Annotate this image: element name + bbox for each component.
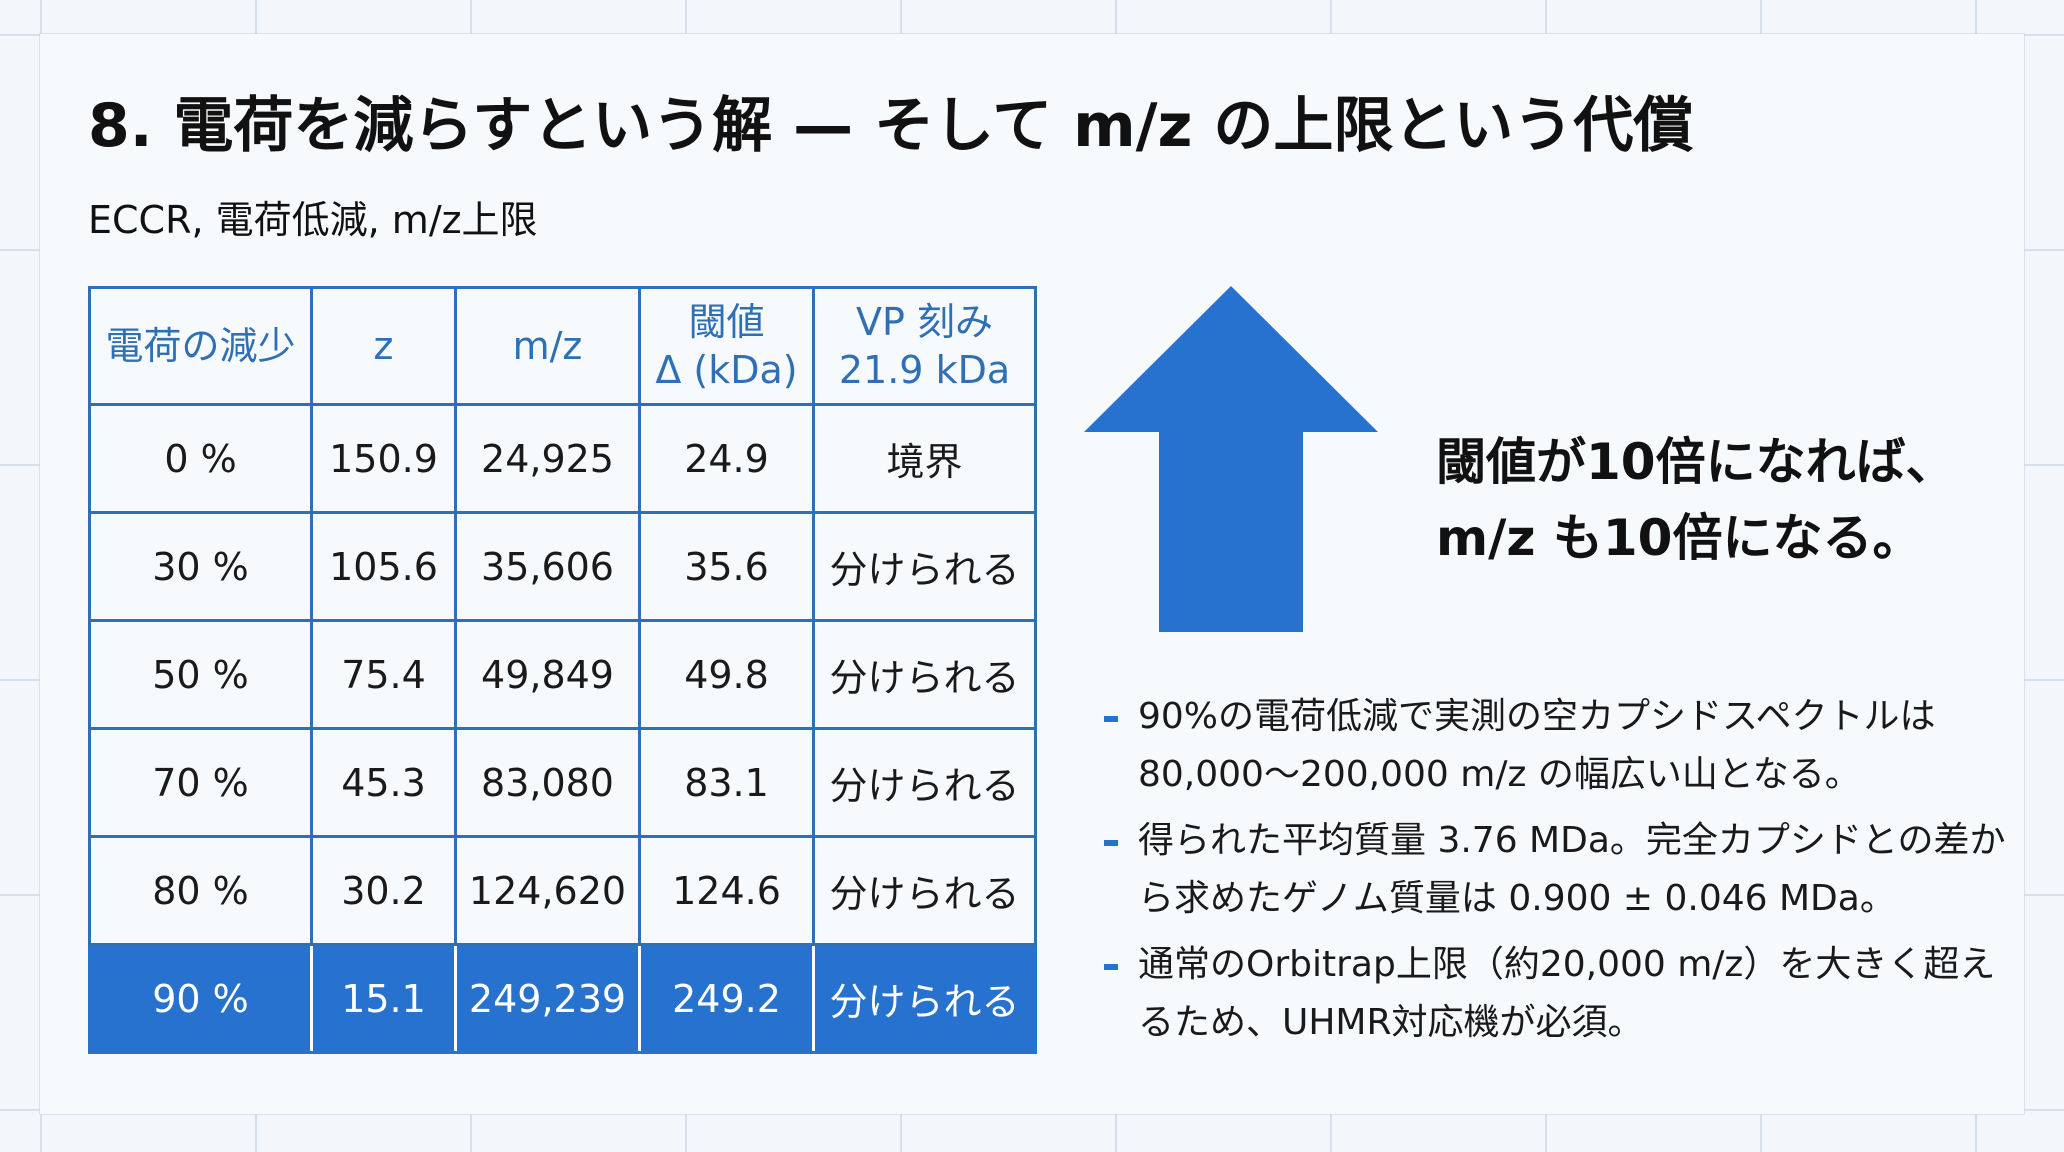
cell-charge-reduction: 50 % [88, 619, 313, 730]
cell-z: 30.2 [310, 835, 457, 946]
list-item: 通常のOrbitrap上限（約20,000 m/z）を大きく超えるため、UHMR… [1104, 936, 2024, 1052]
notes-list: 90%の電荷低減で実測の空カプシドスペクトルは80,000〜200,000 m/… [1104, 688, 2024, 1060]
up-arrow-icon [1084, 286, 1378, 632]
up-arrow-shape [1084, 286, 1378, 632]
table-row: 70 % 45.3 83,080 83.1 分けられる [88, 727, 1037, 838]
callout-text: 閾値が10倍になれば、 m/z も10倍になる。 [1436, 424, 1956, 576]
cell-vp-step: 分けられる [812, 511, 1037, 622]
cell-threshold: 35.6 [638, 511, 815, 622]
cell-mz: 49,849 [454, 619, 641, 730]
cell-vp-step: 分けられる [812, 943, 1037, 1054]
table-header-row: 電荷の減少 z m/z 閾値 Δ (kDa) VP 刻み 21.9 kDa [88, 286, 1037, 406]
cell-charge-reduction: 30 % [88, 511, 313, 622]
bullet-icon [1104, 716, 1118, 722]
cell-charge-reduction: 80 % [88, 835, 313, 946]
cell-charge-reduction: 70 % [88, 727, 313, 838]
note-text: 得られた平均質量 3.76 MDa。完全カプシドとの差から求めたゲノム質量は 0… [1138, 820, 2006, 919]
cell-threshold: 24.9 [638, 403, 815, 514]
list-item: 得られた平均質量 3.76 MDa。完全カプシドとの差から求めたゲノム質量は 0… [1104, 812, 2024, 928]
table-row: 50 % 75.4 49,849 49.8 分けられる [88, 619, 1037, 730]
cell-vp-step: 分けられる [812, 619, 1037, 730]
cell-z: 75.4 [310, 619, 457, 730]
callout-line-1: 閾値が10倍になれば、 [1436, 433, 1956, 491]
cell-z: 105.6 [310, 511, 457, 622]
cell-charge-reduction: 90 % [88, 943, 313, 1054]
bullet-icon [1104, 964, 1118, 970]
cell-threshold: 49.8 [638, 619, 815, 730]
cell-vp-step: 分けられる [812, 835, 1037, 946]
cell-z: 15.1 [310, 943, 457, 1054]
table-row: 0 % 150.9 24,925 24.9 境界 [88, 403, 1037, 514]
page-title: 8. 電荷を減らすという解 — そして m/z の上限という代償 [88, 91, 1694, 161]
cell-z: 45.3 [310, 727, 457, 838]
cell-threshold: 249.2 [638, 943, 815, 1054]
callout-line-2: m/z も10倍になる。 [1436, 509, 1923, 567]
cell-z: 150.9 [310, 403, 457, 514]
col-header-vp-step: VP 刻み 21.9 kDa [812, 286, 1037, 406]
bullet-icon [1104, 840, 1118, 846]
table-row-highlighted: 90 % 15.1 249,239 249.2 分けられる [88, 943, 1037, 1054]
list-item: 90%の電荷低減で実測の空カプシドスペクトルは80,000〜200,000 m/… [1104, 688, 2024, 804]
cell-threshold: 124.6 [638, 835, 815, 946]
col-header-mz: m/z [454, 286, 641, 406]
cell-vp-step: 境界 [812, 403, 1037, 514]
col-header-threshold: 閾値 Δ (kDa) [638, 286, 815, 406]
cell-mz: 24,925 [454, 403, 641, 514]
charge-reduction-table: 電荷の減少 z m/z 閾値 Δ (kDa) VP 刻み 21.9 kDa 0 % … [88, 286, 1037, 1054]
cell-threshold: 83.1 [638, 727, 815, 838]
col-header-charge-reduction: 電荷の減少 [88, 286, 313, 406]
cell-mz: 83,080 [454, 727, 641, 838]
table-row: 80 % 30.2 124,620 124.6 分けられる [88, 835, 1037, 946]
cell-mz: 35,606 [454, 511, 641, 622]
note-text: 通常のOrbitrap上限（約20,000 m/z）を大きく超えるため、UHMR… [1138, 944, 1996, 1043]
cell-mz: 249,239 [454, 943, 641, 1054]
table-row: 30 % 105.6 35,606 35.6 分けられる [88, 511, 1037, 622]
cell-charge-reduction: 0 % [88, 403, 313, 514]
page-subtitle: ECCR, 電荷低減, m/z上限 [88, 198, 538, 242]
col-header-z: z [310, 286, 457, 406]
cell-vp-step: 分けられる [812, 727, 1037, 838]
note-text: 90%の電荷低減で実測の空カプシドスペクトルは80,000〜200,000 m/… [1138, 696, 1936, 795]
cell-mz: 124,620 [454, 835, 641, 946]
